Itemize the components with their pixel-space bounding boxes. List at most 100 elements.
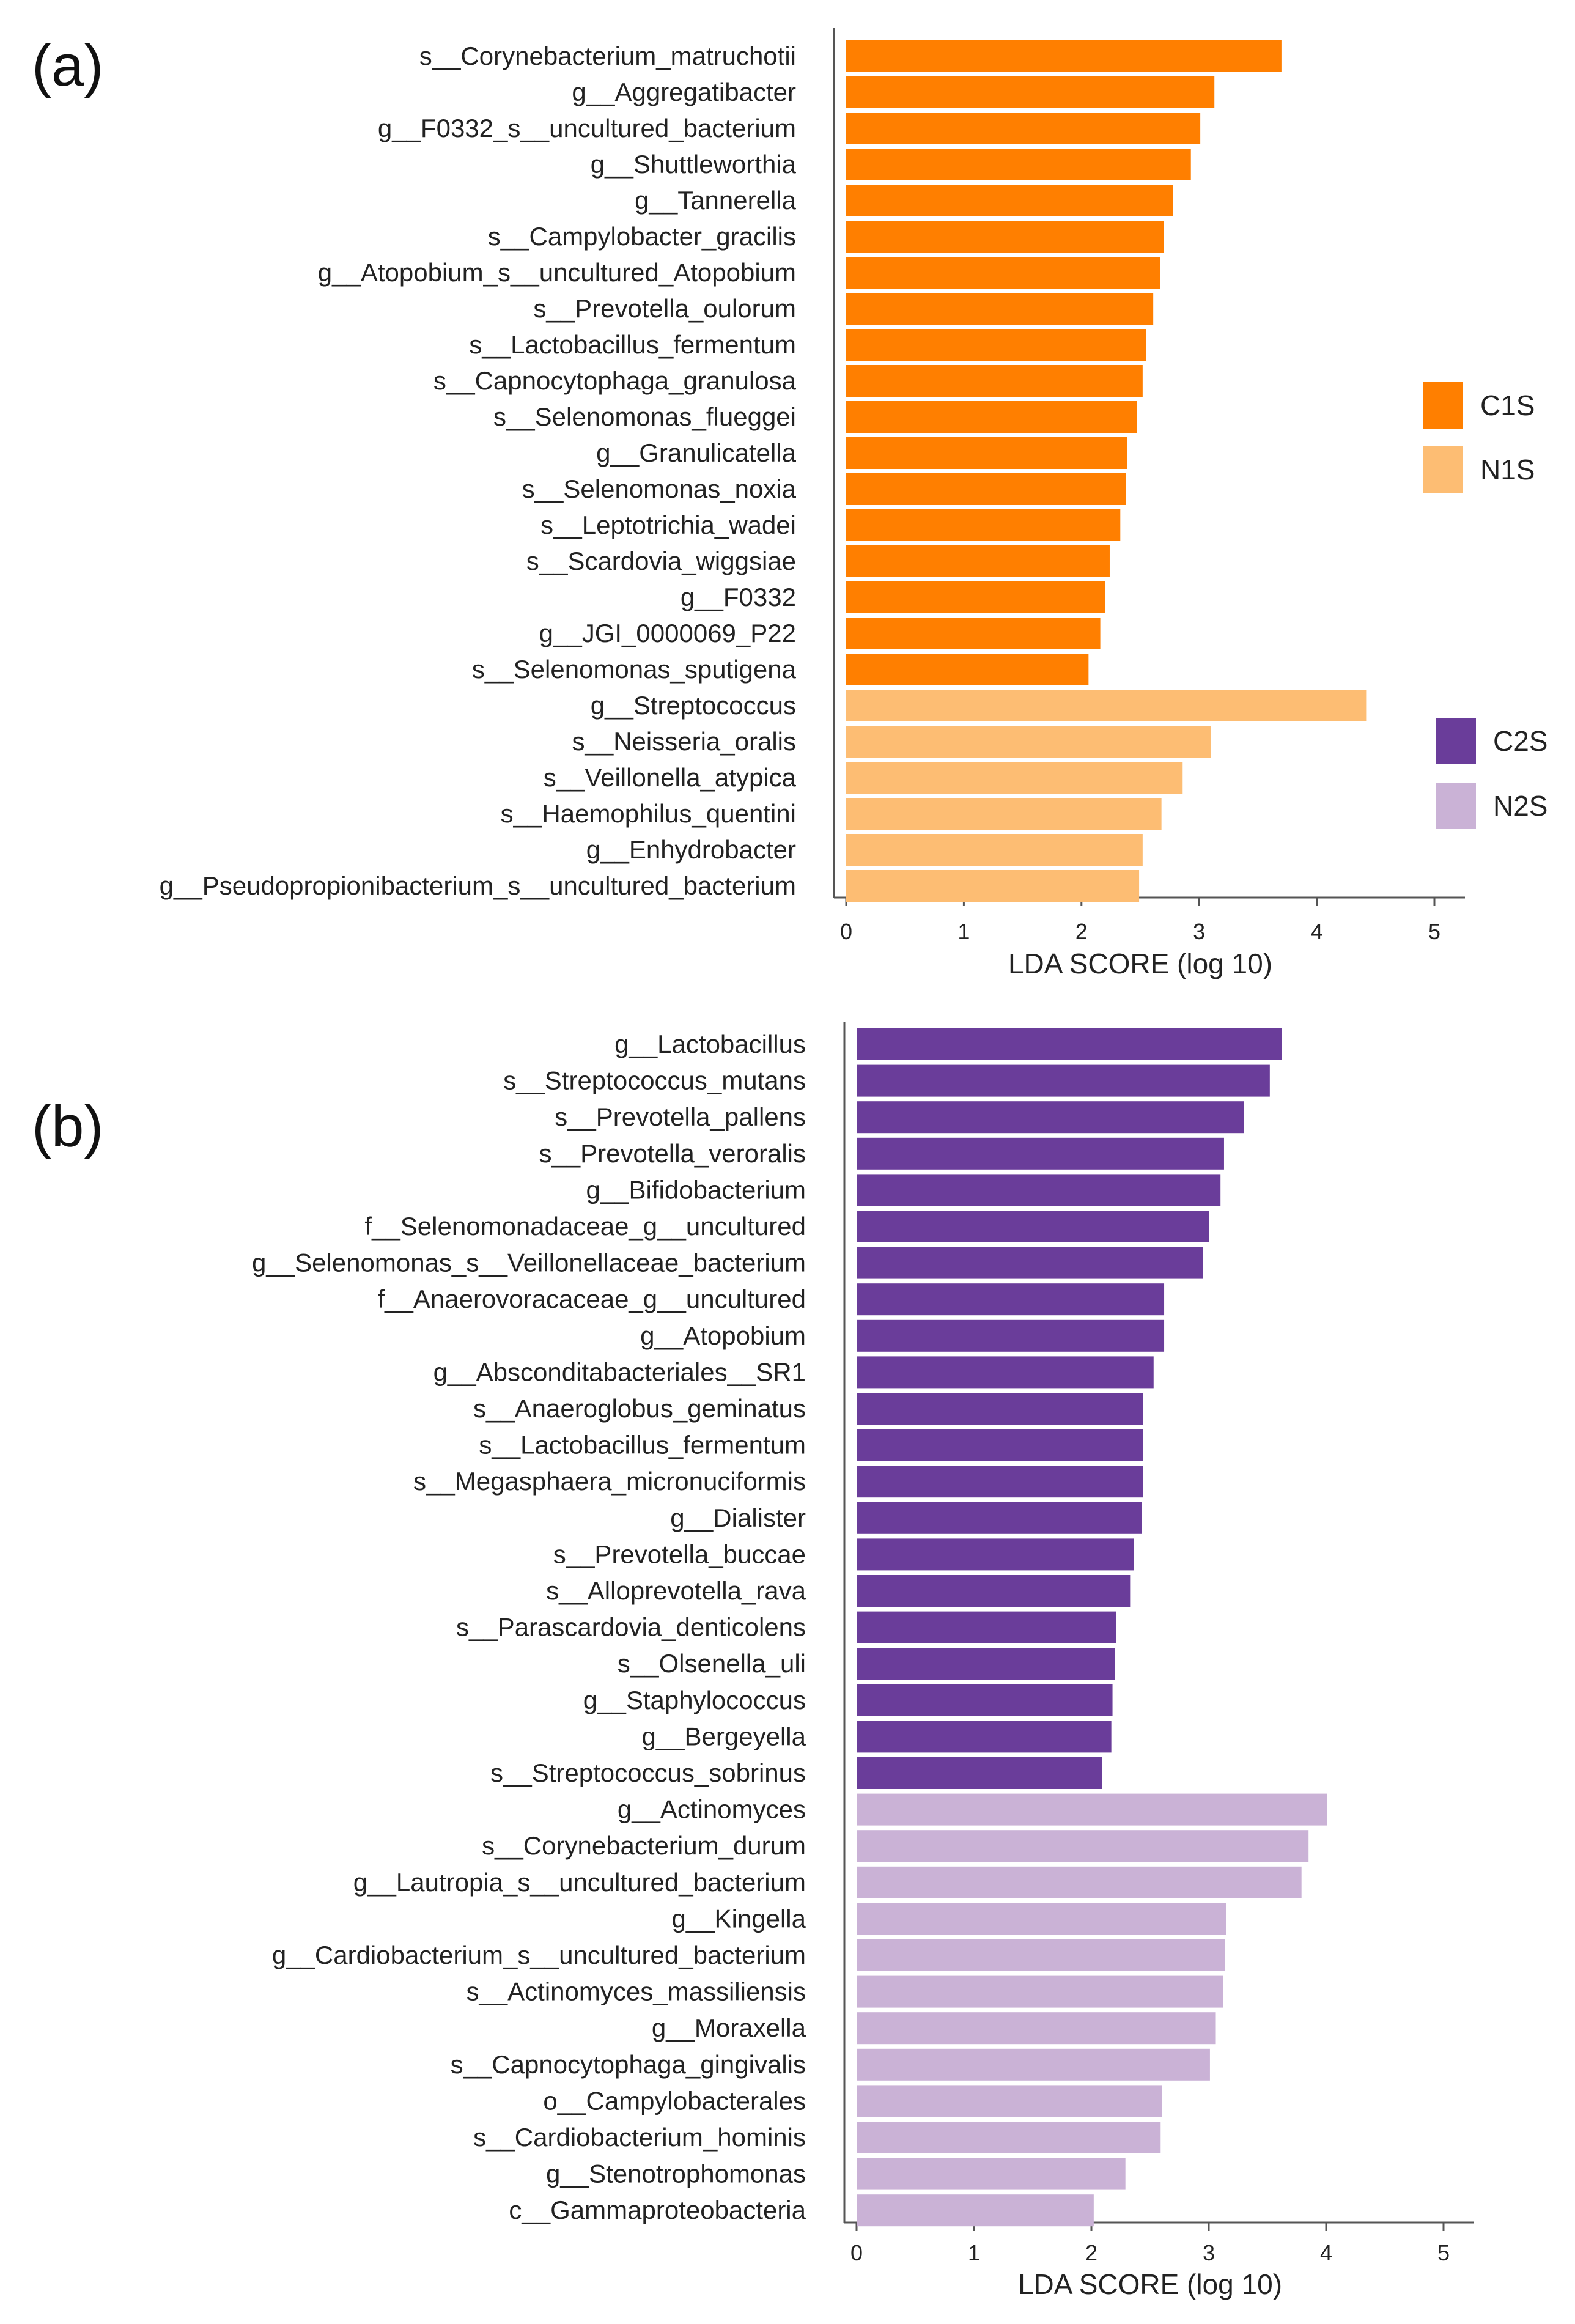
legend-swatch (1436, 783, 1476, 829)
bar-label: s__Olsenella_uli (618, 1649, 806, 1678)
bar (857, 2122, 1161, 2153)
bar-label: s__Streptococcus_mutans (503, 1066, 806, 1095)
legend-label: C1S (1480, 389, 1535, 421)
x-tick-label: 4 (1320, 2240, 1332, 2265)
bar-label: s__Prevotella_oulorum (533, 294, 796, 323)
bar-label: s__Prevotella_pallens (555, 1102, 806, 1131)
bar-label: g__Bifidobacterium (586, 1175, 806, 1204)
bar-label: g__Pseudopropionibacterium_s__uncultured… (160, 871, 796, 900)
bar (846, 654, 1089, 685)
bar-label: s__Megasphaera_micronuciformis (413, 1467, 806, 1496)
bar-label: g__Moraxella (652, 2013, 806, 2042)
bar-label: g__JGI_0000069_P22 (539, 619, 796, 647)
bar (846, 185, 1173, 216)
bar (857, 1319, 1165, 1352)
bar (857, 1137, 1224, 1170)
bar-label: o__Campylobacterales (543, 2086, 806, 2115)
bar-label: s__Corynebacterium_durum (482, 1831, 806, 1860)
x-tick-label: 5 (1428, 919, 1440, 944)
bar-label: f__Selenomonadaceae_g__uncultured (364, 1212, 806, 1241)
bar-label: s__Corynebacterium_matruchotii (419, 42, 796, 70)
x-tick-label: 1 (968, 2240, 980, 2265)
legend-swatch (1436, 718, 1476, 764)
bar-label: s__Selenomonas_flueggei (493, 402, 796, 431)
bar-label: g__Shuttleworthia (591, 150, 797, 179)
bar (857, 1575, 1131, 1607)
bar-label: s__Campylobacter_gracilis (488, 222, 796, 251)
x-axis-title: LDA SCORE (log 10) (1018, 2268, 1282, 2300)
legend-label: N1S (1480, 454, 1535, 485)
x-tick-label: 3 (1193, 919, 1205, 944)
bar-label: g__Cardiobacterium_s__uncultured_bacteri… (272, 1941, 806, 1969)
bar-label: g__Actinomyces (618, 1795, 806, 1824)
bar-label: s__Lactobacillus_fermentum (479, 1431, 806, 1459)
bar (857, 1903, 1226, 1935)
bar (857, 1429, 1143, 1461)
bar (857, 1866, 1302, 1898)
bar-label: g__Absconditabacteriales__SR1 (433, 1357, 806, 1386)
bar (846, 329, 1146, 361)
bar-label: g__Granulicatella (596, 438, 797, 467)
bar (846, 293, 1154, 325)
bar (857, 1721, 1112, 1753)
bar (846, 618, 1101, 649)
bar (857, 2048, 1210, 2081)
bar-label: s__Haemophilus_quentini (501, 799, 796, 828)
bar (857, 1283, 1165, 1316)
bar-label: g__Lactobacillus (614, 1030, 806, 1058)
bar (846, 221, 1164, 253)
bar (857, 1211, 1209, 1242)
bar (846, 762, 1183, 794)
bar-label: g__Staphylococcus (583, 1686, 806, 1714)
bar (857, 1684, 1113, 1716)
bar-label: g__Enhydrobacter (586, 835, 796, 864)
bar (857, 2158, 1126, 2190)
bar (846, 726, 1211, 758)
bar (846, 401, 1137, 433)
x-tick-label: 0 (840, 919, 852, 944)
bar-label: s__Capnocytophaga_gingivalis (451, 2050, 806, 2079)
x-tick-label: 2 (1085, 2240, 1097, 2265)
bar (846, 40, 1282, 72)
bar-label: s__Selenomonas_noxia (522, 474, 797, 503)
bar-label: s__Prevotella_buccae (553, 1540, 806, 1568)
bar (846, 834, 1143, 866)
bar-label: s__Parascardovia_denticolens (456, 1613, 806, 1642)
bar-label: g__Aggregatibacter (572, 78, 796, 106)
bar-label: s__Anaeroglobus_geminatus (473, 1394, 806, 1423)
bar-label: g__Streptococcus (591, 691, 796, 720)
bar-label: s__Streptococcus_sobrinus (490, 1758, 806, 1787)
bar (846, 365, 1143, 397)
x-tick-label: 4 (1311, 919, 1323, 944)
bar-label: s__Scardovia_wiggsiae (526, 547, 796, 575)
bar (857, 1393, 1143, 1425)
bar (857, 1793, 1327, 1826)
legend-swatch (1423, 382, 1463, 429)
bar-label: g__Tannerella (635, 186, 797, 215)
x-tick-label: 2 (1075, 919, 1088, 944)
bar (857, 1028, 1282, 1060)
bar-label: s__Neisseria_oralis (572, 727, 797, 756)
bar-label: s__Lactobacillus_fermentum (469, 330, 796, 359)
bar (857, 1064, 1270, 1097)
bar-label: s__Selenomonas_sputigena (472, 655, 797, 684)
bar-label: s__Alloprevotella_rava (546, 1576, 806, 1605)
bar (857, 1757, 1102, 1789)
bar-label: g__Selenomonas_s__Veillonellaceae_bacter… (252, 1249, 806, 1277)
panel-label: (b) (32, 1094, 103, 1159)
bar (857, 1830, 1309, 1862)
bar (857, 2194, 1094, 2227)
bar (846, 76, 1215, 108)
legend-label: N2S (1493, 790, 1547, 822)
x-tick-label: 0 (850, 2240, 863, 2265)
bar-label: g__Dialister (670, 1503, 806, 1532)
bar (846, 509, 1121, 541)
bar (846, 690, 1367, 721)
bar (846, 545, 1110, 577)
bar (857, 1611, 1116, 1643)
bar-label: g__Kingella (671, 1904, 806, 1933)
bar-label: s__Cardiobacterium_hominis (473, 2123, 806, 2152)
bar (846, 473, 1126, 505)
